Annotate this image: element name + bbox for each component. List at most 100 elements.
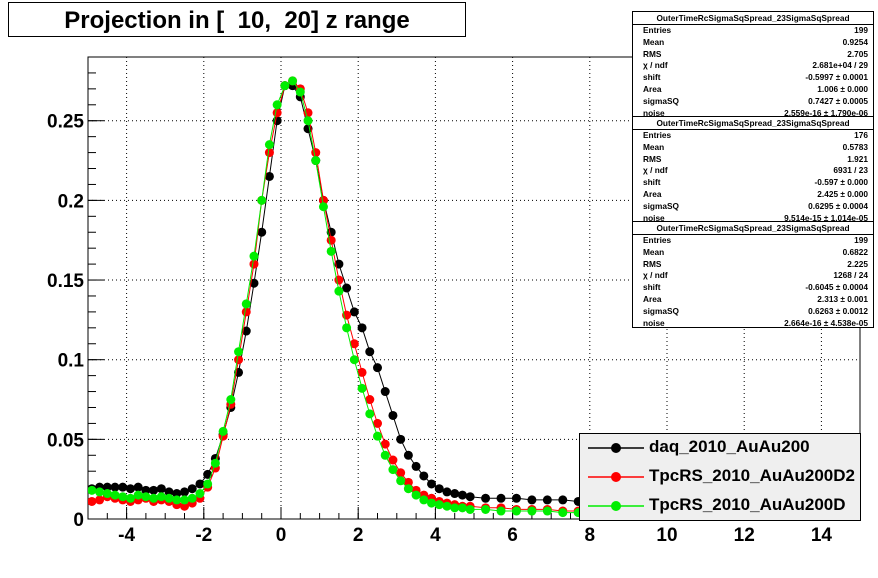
data-point bbox=[434, 484, 444, 494]
stats-row: Mean 0.5783 bbox=[643, 141, 868, 152]
x-tick-label: -4 bbox=[118, 525, 135, 546]
data-point bbox=[180, 495, 189, 505]
stats-row: RMS 1.921 bbox=[643, 153, 868, 164]
data-point bbox=[542, 506, 552, 516]
data-point bbox=[558, 495, 568, 505]
stats-row: noise 9.514e-15 ± 1.014e-05 bbox=[643, 212, 868, 223]
data-point bbox=[373, 363, 382, 373]
stats-row: Entries 176 bbox=[643, 130, 868, 140]
data-point bbox=[403, 484, 413, 494]
data-point bbox=[396, 468, 406, 478]
x-tick-label: 12 bbox=[734, 525, 755, 546]
stats-header: OuterTimeRcSigmaSqSpread_23SigmaSqSpread bbox=[633, 117, 873, 130]
stats-box-2: OuterTimeRcSigmaSqSpread_23SigmaSqSpread… bbox=[632, 116, 874, 223]
data-point bbox=[125, 493, 135, 503]
data-point bbox=[110, 490, 120, 500]
data-point bbox=[365, 347, 375, 357]
stats-row: sigmaSQ 0.6295 ± 0.0004 bbox=[643, 200, 868, 211]
data-point bbox=[511, 493, 521, 503]
data-point bbox=[249, 259, 259, 269]
x-tick-label: 14 bbox=[811, 525, 833, 546]
stats-row: shift -0.597 ± 0.000 bbox=[643, 177, 868, 188]
data-point bbox=[388, 455, 398, 465]
data-point bbox=[481, 493, 491, 503]
data-point bbox=[264, 171, 274, 181]
data-point bbox=[527, 495, 537, 505]
stats-row: Entries 199 bbox=[643, 25, 868, 35]
stats-box-1: OuterTimeRcSigmaSqSpread_23SigmaSqSpread… bbox=[632, 11, 874, 118]
data-point bbox=[527, 506, 537, 516]
data-point bbox=[210, 458, 220, 468]
x-tick-label: 2 bbox=[353, 525, 364, 546]
y-tick-label: 0.05 bbox=[47, 430, 84, 451]
data-point bbox=[156, 492, 166, 502]
chart-title: Projection in [ 10, 20] z range bbox=[8, 2, 466, 37]
legend-entry: daq_2010_AuAu200 bbox=[580, 434, 860, 462]
data-point bbox=[164, 487, 174, 497]
data-point bbox=[403, 477, 413, 487]
data-point bbox=[164, 493, 174, 503]
data-point bbox=[195, 489, 205, 499]
stats-row: Area 2.313 ± 0.001 bbox=[643, 293, 868, 304]
stats-row: χ / ndf 1268 / 24 bbox=[643, 270, 868, 281]
data-point bbox=[226, 395, 236, 405]
data-point bbox=[457, 503, 467, 513]
stats-row: Area 1.006 ± 0.000 bbox=[643, 83, 868, 94]
data-point bbox=[257, 195, 267, 205]
x-tick-label: 8 bbox=[585, 525, 596, 546]
data-point bbox=[349, 355, 359, 365]
data-point bbox=[311, 156, 321, 166]
data-point bbox=[272, 108, 282, 118]
data-point bbox=[118, 492, 128, 502]
data-point bbox=[195, 479, 205, 489]
data-point bbox=[180, 501, 189, 511]
data-point bbox=[496, 506, 506, 516]
data-point bbox=[465, 492, 475, 502]
data-point bbox=[102, 482, 112, 492]
data-point bbox=[388, 465, 398, 475]
series-line bbox=[91, 85, 656, 506]
stats-row: χ / ndf 6931 / 23 bbox=[643, 165, 868, 176]
data-point bbox=[357, 383, 367, 393]
data-point bbox=[465, 504, 475, 514]
series-line bbox=[91, 80, 656, 514]
stats-row: Mean 0.9254 bbox=[643, 36, 868, 47]
data-point bbox=[264, 148, 274, 158]
data-point bbox=[450, 503, 460, 513]
y-tick-label: 0.2 bbox=[58, 191, 84, 212]
data-point bbox=[427, 498, 437, 508]
data-point bbox=[133, 490, 143, 500]
data-point bbox=[234, 347, 244, 357]
legend-label: daq_2010_AuAu200 bbox=[649, 437, 810, 456]
data-point bbox=[133, 482, 143, 492]
data-point bbox=[373, 431, 382, 441]
data-point bbox=[396, 476, 406, 486]
data-point bbox=[272, 100, 282, 110]
data-point bbox=[419, 495, 429, 505]
data-point bbox=[411, 490, 421, 500]
legend: daq_2010_AuAu200 TpcRS_2010_AuAu200D2 Tp… bbox=[579, 433, 861, 521]
data-point bbox=[303, 116, 313, 126]
stats-row: Area 2.425 ± 0.000 bbox=[643, 188, 868, 199]
data-point bbox=[110, 482, 120, 492]
data-point bbox=[318, 202, 328, 212]
data-point bbox=[288, 76, 298, 86]
data-point bbox=[558, 508, 568, 518]
data-point bbox=[95, 487, 105, 497]
data-point bbox=[427, 479, 437, 489]
data-point bbox=[241, 299, 251, 309]
data-point bbox=[396, 434, 406, 444]
data-point bbox=[234, 355, 244, 365]
stats-row: Mean 0.6822 bbox=[643, 246, 868, 257]
data-point bbox=[542, 495, 552, 505]
data-point bbox=[380, 450, 390, 460]
data-point bbox=[295, 87, 305, 97]
data-point bbox=[457, 490, 467, 500]
data-point bbox=[249, 251, 259, 261]
data-point bbox=[141, 492, 151, 502]
x-tick-label: 4 bbox=[430, 525, 441, 546]
stats-row: shift -0.5997 ± 0.0001 bbox=[643, 72, 868, 83]
data-point bbox=[496, 493, 506, 503]
legend-label: TpcRS_2010_AuAu200D2 bbox=[649, 466, 855, 485]
data-point bbox=[357, 367, 367, 377]
